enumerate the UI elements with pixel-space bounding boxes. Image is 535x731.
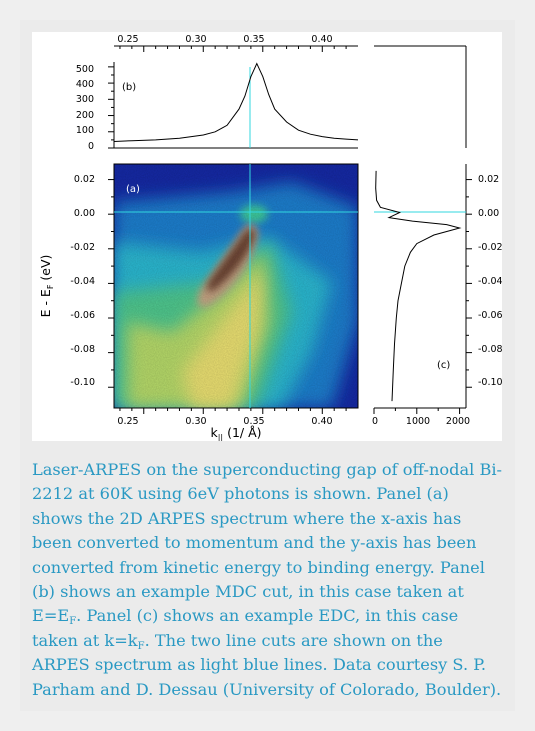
edc-x-tick-labels: 0 1000 2000: [372, 416, 470, 427]
mdc-top-tick-label: 0.25: [117, 34, 138, 45]
mdc-y-tick-label: 400: [76, 79, 94, 90]
edc-y-tick-label: -0.08: [478, 344, 502, 355]
panel-label-b: (b): [122, 82, 136, 93]
edc-y-tick-label: -0.04: [478, 276, 502, 287]
mdc-top-tick-label: 0.40: [311, 34, 332, 45]
arpes-figure-svg: 0.25 0.30 0.35 0.40 500 400 300 200 100 …: [38, 34, 503, 442]
edc-y-tick-label: -0.10: [478, 377, 502, 388]
panel-label-c: (c): [437, 360, 450, 371]
spectrum-frame: [113, 163, 359, 409]
spectrum-y-tick-label: -0.08: [70, 344, 95, 355]
spectrum-y-tick-label: 0.00: [74, 208, 95, 219]
spectrum-x-tick-label: 0.40: [311, 416, 332, 427]
edc-x-tick-label: 0: [372, 416, 378, 427]
figure-caption: Laser-ARPES on the superconducting gap o…: [32, 460, 502, 699]
edc-x-tick-label: 1000: [406, 416, 430, 427]
mdc-y-tick-label: 100: [76, 125, 94, 136]
spectrum-x-tick-label: 0.35: [243, 416, 264, 427]
edc-curve: [375, 170, 462, 402]
mdc-y-tick-label: 200: [76, 110, 94, 121]
spectrum-tick-marks: [108, 179, 347, 414]
mdc-curve: [113, 62, 359, 142]
spectrum-x-tick-labels: 0.25 0.30 0.35 0.40: [117, 416, 332, 427]
spectrum-y-tick-label: 0.02: [74, 174, 95, 185]
spectrum-y-tick-label: -0.06: [70, 310, 95, 321]
spectrum-y-tick-label: -0.04: [70, 276, 95, 287]
edc-y-tick-label: 0.02: [478, 174, 499, 185]
spectrum-y-tick-label: -0.02: [70, 242, 95, 253]
spectrum-y-tick-labels: 0.02 0.00 -0.02 -0.04 -0.06 -0.08 -0.10: [70, 174, 95, 388]
edc-y-tick-label: -0.02: [478, 242, 502, 253]
spectrum-heatmap: [114, 164, 358, 408]
edc-y-tick-label: 0.00: [478, 208, 499, 219]
mdc-top-tick-labels: 0.25 0.30 0.35 0.40: [117, 34, 332, 45]
spectrum-x-tick-label: 0.30: [185, 416, 206, 427]
edc-panel: 0.02 0.00 -0.02 -0.04 -0.06 -0.08 -0.10 …: [372, 45, 503, 427]
edc-y-tick-labels: 0.02 0.00 -0.02 -0.04 -0.06 -0.08 -0.10: [478, 174, 503, 388]
mdc-panel: 0.25 0.30 0.35 0.40 500 400 300 200 100 …: [76, 34, 359, 152]
spectrum-panel: (a) 0.02 0.00 -0.02 -0.04 -0.06 -0.08 -0…: [38, 163, 359, 442]
spectrum-y-axis-label: E - EF (eV): [38, 255, 55, 318]
mdc-top-tick-label: 0.35: [243, 34, 264, 45]
mdc-y-tick-label: 0: [88, 141, 94, 152]
edc-y-tick-label: -0.06: [478, 310, 502, 321]
edc-x-tick-label: 2000: [446, 416, 470, 427]
edc-tick-marks: [373, 179, 472, 414]
arpes-figure: 0.25 0.30 0.35 0.40 500 400 300 200 100 …: [32, 32, 503, 442]
mdc-top-tick-marks: [119, 46, 347, 52]
mdc-y-tick-marks: [108, 66, 114, 149]
mdc-y-tick-label: 500: [76, 64, 94, 75]
mdc-y-tick-labels: 500 400 300 200 100 0: [76, 64, 94, 152]
spectrum-y-tick-label: -0.10: [70, 377, 95, 388]
spectrum-x-tick-label: 0.25: [117, 416, 138, 427]
mdc-top-tick-label: 0.30: [185, 34, 206, 45]
spectrum-x-axis-label: k|| (1/ Å): [210, 425, 261, 441]
panel-label-a: (a): [126, 184, 140, 195]
mdc-y-tick-label: 300: [76, 94, 94, 105]
